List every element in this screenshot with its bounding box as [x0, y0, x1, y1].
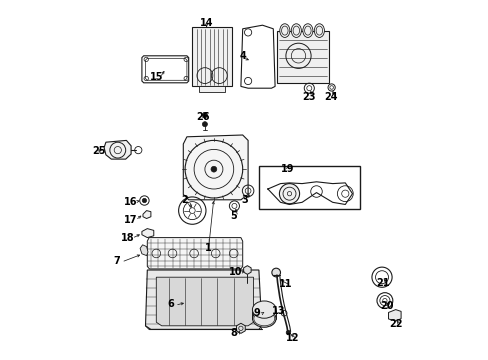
Ellipse shape: [252, 310, 275, 327]
Text: 7: 7: [113, 256, 120, 266]
Text: 26: 26: [196, 112, 209, 122]
Polygon shape: [276, 31, 328, 83]
Text: 16: 16: [124, 197, 138, 207]
Polygon shape: [140, 245, 148, 256]
Text: 18: 18: [121, 233, 134, 243]
Text: 1: 1: [204, 243, 211, 253]
Text: 13: 13: [271, 306, 285, 316]
Polygon shape: [192, 27, 231, 86]
Text: 22: 22: [388, 319, 402, 329]
Text: 10: 10: [228, 267, 242, 277]
Polygon shape: [183, 135, 247, 200]
Circle shape: [211, 166, 216, 172]
Text: 24: 24: [324, 92, 337, 102]
Text: 11: 11: [279, 279, 292, 289]
Circle shape: [271, 268, 280, 277]
Polygon shape: [243, 266, 251, 274]
Text: 19: 19: [281, 164, 294, 174]
Polygon shape: [156, 277, 253, 326]
Ellipse shape: [314, 24, 324, 37]
Text: 5: 5: [230, 211, 237, 221]
Circle shape: [202, 113, 207, 118]
Text: 20: 20: [379, 301, 393, 311]
Text: 14: 14: [200, 18, 213, 28]
Polygon shape: [147, 238, 242, 269]
Polygon shape: [104, 140, 131, 159]
Text: 9: 9: [253, 308, 260, 318]
Polygon shape: [199, 86, 224, 92]
Ellipse shape: [252, 301, 276, 318]
Circle shape: [142, 198, 146, 203]
Text: 4: 4: [239, 51, 245, 61]
Ellipse shape: [302, 24, 312, 37]
Polygon shape: [387, 310, 400, 321]
Bar: [258, 166, 359, 209]
Circle shape: [202, 122, 207, 127]
Polygon shape: [236, 323, 245, 333]
Circle shape: [279, 184, 299, 204]
Text: 2: 2: [182, 195, 188, 205]
Ellipse shape: [291, 24, 301, 37]
Text: 8: 8: [230, 328, 237, 338]
Text: 3: 3: [241, 195, 247, 205]
Circle shape: [285, 330, 290, 335]
Polygon shape: [145, 270, 261, 329]
Text: 17: 17: [124, 215, 138, 225]
Text: 23: 23: [302, 92, 315, 102]
Ellipse shape: [279, 24, 289, 37]
Text: 25: 25: [92, 146, 105, 156]
Polygon shape: [142, 229, 153, 238]
Text: 21: 21: [376, 278, 389, 288]
Text: 15: 15: [149, 72, 163, 82]
Text: 6: 6: [167, 299, 174, 309]
Text: 12: 12: [286, 333, 299, 343]
Polygon shape: [142, 211, 151, 219]
